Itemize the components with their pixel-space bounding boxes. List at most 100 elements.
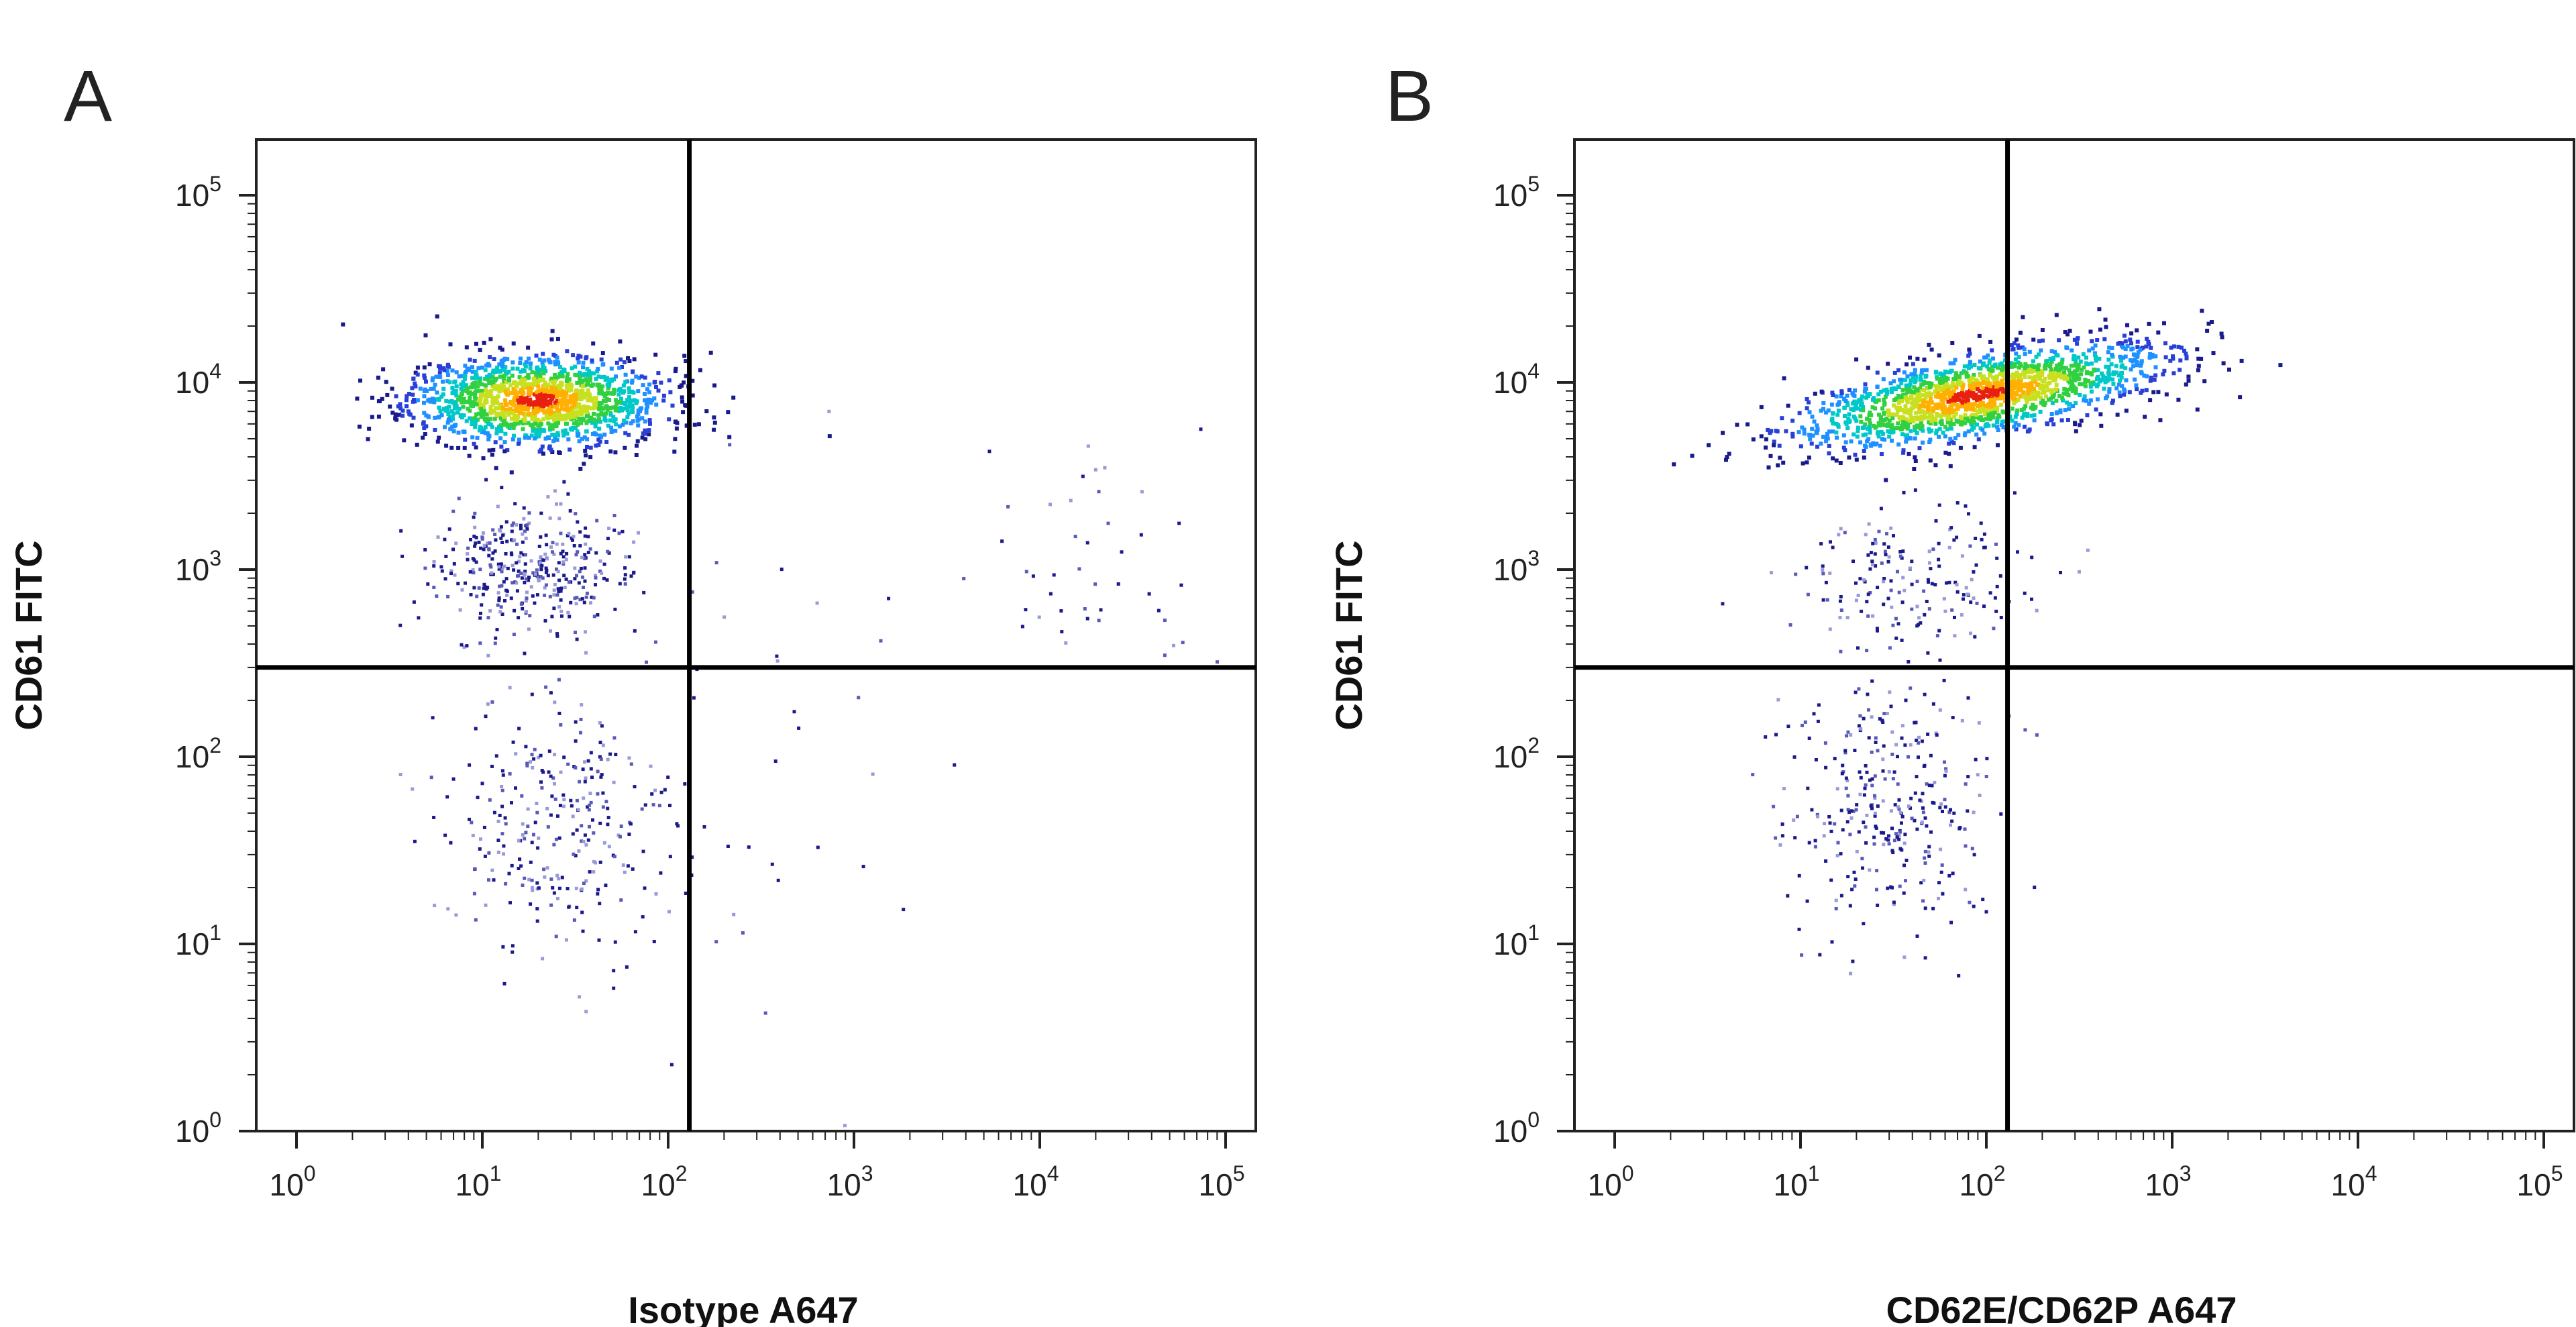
panel-a-event-dot bbox=[619, 389, 623, 394]
panel-b-event-dot bbox=[1782, 787, 1786, 790]
panel-a-event-dot bbox=[650, 792, 654, 796]
panel-a-event-dot bbox=[606, 423, 610, 428]
panel-a-event-dot bbox=[542, 867, 546, 871]
panel-b-event-dot bbox=[1951, 422, 1956, 426]
panel-a-event-dot bbox=[652, 940, 656, 943]
panel-a-event-dot bbox=[462, 429, 466, 434]
panel-a-event-dot bbox=[537, 449, 542, 454]
panel-b-event-dot bbox=[1991, 408, 1995, 413]
panel-b-event-dot bbox=[1911, 362, 1915, 366]
panel-a-event-dot bbox=[583, 780, 587, 784]
panel-b-event-dot bbox=[1995, 556, 1999, 560]
panel-b-event-dot bbox=[1978, 395, 1983, 400]
panel-b-event-dot bbox=[1882, 437, 1887, 442]
panel-b-event-dot bbox=[2093, 352, 2097, 357]
panel-a-event-dot bbox=[579, 421, 584, 425]
panel-a-event-dot bbox=[508, 686, 512, 690]
panel-b-event-dot bbox=[1896, 622, 1900, 626]
panel-b-event-dot bbox=[1861, 433, 1866, 437]
panel-a-event-dot bbox=[592, 411, 596, 416]
panel-a-event-dot bbox=[449, 572, 453, 576]
panel-a-event-dot bbox=[586, 382, 590, 387]
panel-b-event-dot bbox=[1766, 427, 1770, 432]
panel-b-event-dot bbox=[1824, 580, 1828, 584]
panel-b-event-dot bbox=[1862, 820, 1866, 825]
panel-a-event-dot bbox=[618, 582, 622, 586]
panel-a-event-dot bbox=[607, 391, 612, 396]
panel-a-event-dot bbox=[549, 389, 554, 394]
panel-b-event-dot bbox=[1887, 770, 1891, 774]
panel-a-event-dot bbox=[712, 427, 716, 432]
panel-a-event-dot bbox=[481, 403, 486, 408]
panel-a-event-dot bbox=[569, 400, 574, 405]
panel-b-event-dot bbox=[1842, 397, 1847, 402]
panel-a-event-dot bbox=[529, 760, 532, 764]
panel-a-event-dot bbox=[640, 416, 645, 421]
panel-a-event-dot bbox=[526, 405, 531, 409]
panel-b-event-dot bbox=[1875, 385, 1880, 389]
panel-a-event-dot bbox=[495, 365, 500, 370]
panel-a-event-dot bbox=[637, 417, 641, 422]
panel-b-event-dot bbox=[2041, 378, 2045, 383]
panel-b-event-dot bbox=[1905, 400, 1910, 405]
panel-a-event-dot bbox=[589, 751, 593, 755]
panel-b-event-dot bbox=[1913, 372, 1917, 376]
panel-b-event-dot bbox=[1900, 408, 1904, 413]
panel-b-event-dot bbox=[2063, 366, 2068, 370]
panel-a-event-dot bbox=[551, 392, 555, 396]
panel-a-event-dot bbox=[584, 542, 588, 546]
panel-b-event-dot bbox=[1849, 407, 1854, 411]
panel-a-event-dot bbox=[529, 902, 533, 906]
panel-a-event-dot bbox=[474, 445, 478, 449]
panel-b-event-dot bbox=[1885, 423, 1890, 428]
panel-a-event-dot bbox=[498, 369, 502, 374]
panel-b-event-dot bbox=[2071, 386, 2076, 390]
panel-b-event-dot bbox=[1915, 417, 1920, 421]
panel-b-event-dot bbox=[2054, 382, 2059, 387]
panel-b-event-dot bbox=[1827, 429, 1831, 434]
panel-b-event-dot bbox=[2008, 380, 2012, 384]
panel-b-event-dot bbox=[1986, 367, 1991, 372]
panel-a-event-dot bbox=[583, 534, 587, 538]
panel-a-event-dot bbox=[545, 866, 549, 870]
panel-b-event-dot bbox=[1912, 467, 1917, 471]
panel-a-event-dot bbox=[621, 383, 626, 388]
panel-a-event-dot bbox=[553, 420, 558, 424]
panel-b-event-dot bbox=[1972, 810, 1976, 814]
panel-a-event-dot bbox=[747, 845, 751, 849]
panel-b-event-dot bbox=[1858, 770, 1862, 774]
panel-b-event-dot bbox=[1978, 415, 1983, 419]
panel-a-event-dot bbox=[574, 631, 577, 635]
panel-b-event-dot bbox=[1907, 452, 1911, 456]
panel-b-event-dot bbox=[2123, 339, 2128, 343]
panel-a-event-dot bbox=[585, 437, 590, 441]
panel-a-event-dot bbox=[421, 435, 425, 440]
panel-a-event-dot bbox=[552, 382, 557, 386]
panel-a-event-dot bbox=[381, 367, 386, 372]
panel-a-event-dot bbox=[439, 394, 444, 399]
panel-b-event-dot bbox=[1878, 415, 1883, 419]
panel-b-event-dot bbox=[1933, 780, 1937, 784]
panel-b-event-dot bbox=[2117, 390, 2122, 395]
panel-b-event-dot bbox=[1904, 421, 1909, 426]
panel-b-event-dot bbox=[1816, 719, 1820, 723]
panel-b-event-dot bbox=[1971, 419, 1976, 424]
panel-a-event-dot bbox=[690, 855, 694, 859]
panel-b-event-dot bbox=[1974, 415, 1979, 420]
panel-a-event-dot bbox=[411, 415, 416, 420]
panel-b-event-dot bbox=[1914, 400, 1919, 405]
panel-a-event-dot bbox=[584, 595, 588, 599]
panel-a-event-dot bbox=[472, 420, 476, 425]
panel-b-event-dot bbox=[2195, 407, 2200, 412]
panel-b-event-dot bbox=[1981, 392, 1986, 396]
panel-b-event-dot bbox=[1924, 415, 1929, 420]
panel-b-event-dot bbox=[1900, 724, 1904, 728]
panel-a-event-dot bbox=[540, 360, 545, 365]
panel-a-event-dot bbox=[584, 630, 587, 634]
panel-a-event-dot bbox=[453, 423, 457, 428]
panel-a-event-dot bbox=[797, 726, 801, 730]
panel-b-event-dot bbox=[2010, 372, 2015, 377]
panel-b-event-dot bbox=[1882, 397, 1886, 402]
panel-b-event-dot bbox=[1780, 822, 1784, 826]
